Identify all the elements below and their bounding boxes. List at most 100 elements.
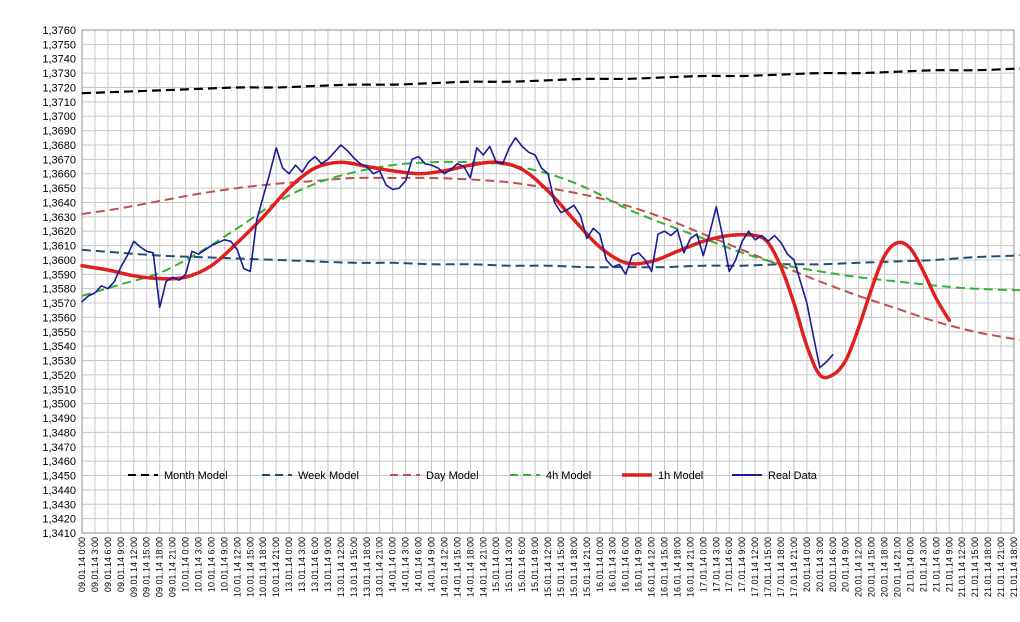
x-tick-label: 20.01.14 3:00 bbox=[815, 537, 825, 592]
y-tick-label: 1,3530 bbox=[42, 356, 76, 368]
x-tick-label: 10.01.14 15:00 bbox=[245, 537, 255, 597]
x-axis-tick-labels: 09.01.14 0:00 09.01.14 3:00 09.01.14 6:00 0… bbox=[77, 537, 1019, 597]
x-tick-label: 13.01.14 21:00 bbox=[375, 537, 385, 597]
y-tick-label: 1,3750 bbox=[42, 39, 76, 51]
y-tick-label: 1,3690 bbox=[42, 126, 76, 138]
x-tick-label: 10.01.14 18:00 bbox=[258, 537, 268, 597]
y-tick-label: 1,3680 bbox=[42, 140, 76, 152]
y-tick-label: 1,3490 bbox=[42, 413, 76, 425]
x-tick-label: 15.01.14 12:00 bbox=[543, 537, 553, 597]
legend-label: 1h Model bbox=[658, 470, 703, 482]
y-tick-label: 1,3500 bbox=[42, 399, 76, 411]
y-tick-label: 1,3650 bbox=[42, 183, 76, 195]
y-tick-label: 1,3640 bbox=[42, 197, 76, 209]
y-tick-label: 1,3610 bbox=[42, 241, 76, 253]
plot-area-border bbox=[81, 29, 1015, 534]
x-tick-label: 17.01.14 21:00 bbox=[789, 537, 799, 597]
x-tick-label: 13.01.14 15:00 bbox=[349, 537, 359, 597]
series-lines bbox=[80, 67, 1020, 380]
legend-label: Real Data bbox=[768, 470, 818, 482]
series-line-1h-model bbox=[80, 160, 952, 380]
gridlines bbox=[81, 29, 1015, 534]
x-tick-label: 10.01.14 3:00 bbox=[194, 537, 204, 592]
x-tick-label: 13.01.14 9:00 bbox=[323, 537, 333, 592]
legend-label: Month Model bbox=[164, 470, 228, 482]
y-tick-label: 1,3460 bbox=[42, 456, 76, 468]
x-tick-label: 20.01.14 18:00 bbox=[880, 537, 890, 597]
x-tick-label: 16.01.14 15:00 bbox=[660, 537, 670, 597]
x-tick-label: 21.01.14 3:00 bbox=[918, 537, 928, 592]
x-tick-label: 21.01.14 18:00 bbox=[1009, 537, 1019, 597]
series-line-month-model bbox=[81, 67, 1020, 95]
y-tick-label: 1,3550 bbox=[42, 327, 76, 339]
x-tick-label: 15.01.14 9:00 bbox=[530, 537, 540, 592]
y-tick-label: 1,3520 bbox=[42, 370, 76, 382]
legend-label: Day Model bbox=[426, 470, 479, 482]
x-tick-label: 09.01.14 3:00 bbox=[90, 537, 100, 592]
x-tick-label: 10.01.14 6:00 bbox=[206, 537, 216, 592]
y-tick-label: 1,3670 bbox=[42, 154, 76, 166]
y-tick-label: 1,3740 bbox=[42, 54, 76, 66]
x-tick-label: 10.01.14 21:00 bbox=[271, 537, 281, 597]
x-tick-label: 17.01.14 15:00 bbox=[763, 537, 773, 597]
x-tick-label: 21.01.14 12:00 bbox=[957, 537, 967, 597]
x-tick-label: 17.01.14 18:00 bbox=[776, 537, 786, 597]
x-tick-label: 20.01.14 9:00 bbox=[841, 537, 851, 592]
y-tick-label: 1,3660 bbox=[42, 169, 76, 181]
x-tick-label: 21.01.14 6:00 bbox=[931, 537, 941, 592]
y-tick-label: 1,3410 bbox=[42, 528, 76, 540]
series-line-4h-model bbox=[81, 160, 1020, 297]
x-tick-label: 21.01.14 21:00 bbox=[996, 537, 1006, 597]
x-tick-label: 14.01.14 0:00 bbox=[388, 537, 398, 592]
y-tick-label: 1,3720 bbox=[42, 82, 76, 94]
x-tick-label: 15.01.14 3:00 bbox=[504, 537, 514, 592]
x-tick-label: 15.01.14 15:00 bbox=[556, 537, 566, 597]
x-tick-label: 16.01.14 12:00 bbox=[647, 537, 657, 597]
x-tick-label: 13.01.14 3:00 bbox=[297, 537, 307, 592]
x-tick-label: 13.01.14 0:00 bbox=[284, 537, 294, 592]
x-tick-label: 15.01.14 0:00 bbox=[491, 537, 501, 592]
y-tick-label: 1,3560 bbox=[42, 312, 76, 324]
x-tick-label: 14.01.14 3:00 bbox=[401, 537, 411, 592]
x-tick-label: 21.01.14 9:00 bbox=[944, 537, 954, 592]
x-tick-label: 17.01.14 0:00 bbox=[698, 537, 708, 592]
x-tick-label: 20.01.14 0:00 bbox=[802, 537, 812, 592]
legend: Month Model Week Model Day Model 4h Model 1h… bbox=[128, 470, 818, 482]
x-tick-label: 09.01.14 21:00 bbox=[168, 537, 178, 597]
y-tick-label: 1,3730 bbox=[42, 68, 76, 80]
y-tick-label: 1,3450 bbox=[42, 471, 76, 483]
x-tick-label: 17.01.14 3:00 bbox=[711, 537, 721, 592]
x-tick-label: 14.01.14 18:00 bbox=[465, 537, 475, 597]
x-tick-label: 21.01.14 0:00 bbox=[905, 537, 915, 592]
x-tick-label: 20.01.14 12:00 bbox=[854, 537, 864, 597]
y-tick-label: 1,3440 bbox=[42, 485, 76, 497]
x-tick-label: 10.01.14 0:00 bbox=[181, 537, 191, 592]
x-tick-label: 16.01.14 21:00 bbox=[685, 537, 695, 597]
x-tick-label: 09.01.14 12:00 bbox=[129, 537, 139, 597]
x-tick-label: 13.01.14 18:00 bbox=[362, 537, 372, 597]
series-line-week-model bbox=[81, 248, 1020, 269]
y-tick-label: 1,3570 bbox=[42, 298, 76, 310]
x-tick-label: 14.01.14 15:00 bbox=[452, 537, 462, 597]
x-tick-label: 21.01.14 18:00 bbox=[983, 537, 993, 597]
x-tick-label: 10.01.14 9:00 bbox=[219, 537, 229, 592]
y-tick-label: 1,3540 bbox=[42, 341, 76, 353]
x-tick-label: 09.01.14 18:00 bbox=[155, 537, 165, 597]
x-tick-label: 16.01.14 18:00 bbox=[672, 537, 682, 597]
x-tick-label: 14.01.14 21:00 bbox=[478, 537, 488, 597]
x-tick-label: 10.01.14 12:00 bbox=[232, 537, 242, 597]
x-tick-label: 15.01.14 21:00 bbox=[582, 537, 592, 597]
x-tick-label: 13.01.14 12:00 bbox=[336, 537, 346, 597]
series-line-day-model bbox=[81, 176, 1020, 342]
x-tick-label: 13.01.14 6:00 bbox=[310, 537, 320, 592]
y-tick-label: 1,3430 bbox=[42, 499, 76, 511]
x-tick-label: 16.01.14 9:00 bbox=[634, 537, 644, 592]
x-tick-label: 14.01.14 6:00 bbox=[414, 537, 424, 592]
y-tick-label: 1,3630 bbox=[42, 212, 76, 224]
x-tick-label: 09.01.14 15:00 bbox=[142, 537, 152, 597]
x-tick-label: 16.01.14 0:00 bbox=[595, 537, 605, 592]
series-line-real-data bbox=[81, 137, 834, 369]
